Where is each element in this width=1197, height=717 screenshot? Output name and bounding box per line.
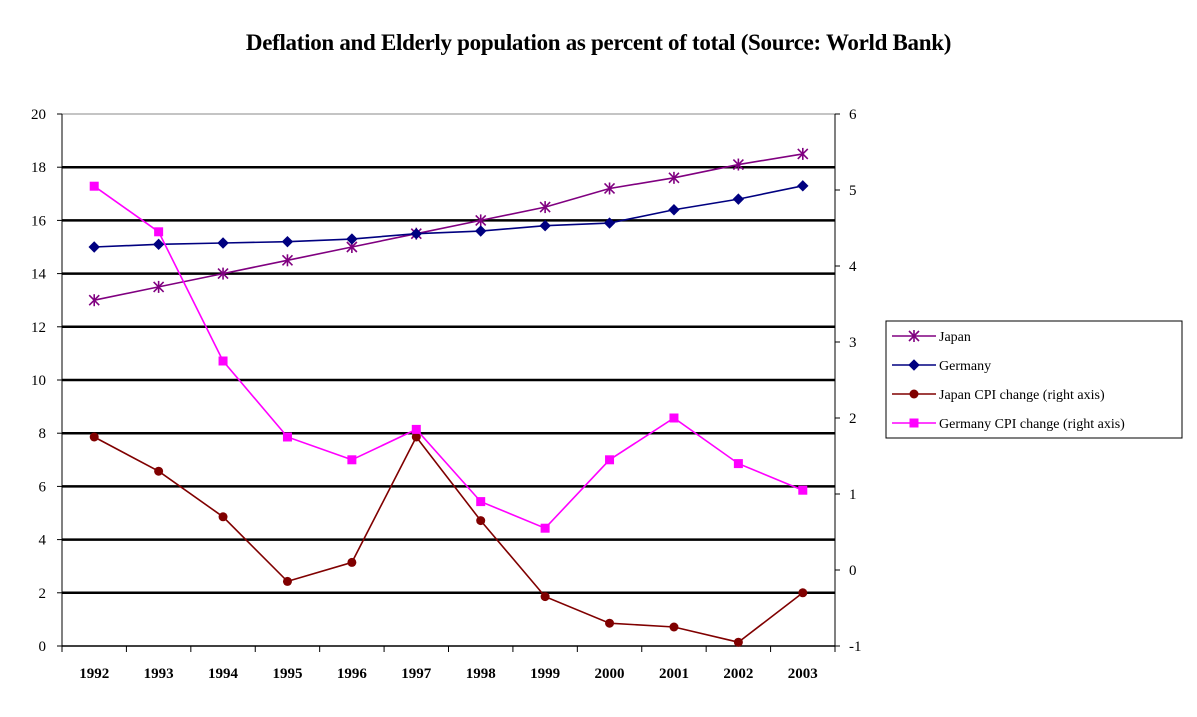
- chart-title: Deflation and Elderly population as perc…: [245, 30, 952, 55]
- y-tick-label-left: 8: [39, 426, 47, 442]
- data-point-1: [732, 193, 745, 205]
- data-point-2: [540, 592, 550, 602]
- data-point-1: [346, 233, 358, 245]
- data-point-2: [476, 516, 486, 526]
- data-point-1: [668, 204, 680, 216]
- data-point-2: [154, 466, 164, 476]
- data-point-1: [539, 220, 551, 232]
- data-point-2: [411, 432, 421, 442]
- data-point-2: [282, 576, 292, 586]
- data-point-0: [217, 267, 229, 280]
- data-point-0: [668, 171, 680, 184]
- data-point-0: [475, 214, 487, 227]
- data-point-3: [605, 455, 615, 465]
- y-tick-label-left: 12: [31, 320, 46, 336]
- data-point-3: [89, 181, 99, 191]
- data-point-3: [476, 497, 486, 507]
- data-point-1: [797, 180, 809, 192]
- data-point-2: [798, 588, 808, 598]
- data-point-0: [732, 158, 744, 171]
- legend-marker: [909, 418, 919, 428]
- x-tick-label: 1994: [208, 666, 239, 682]
- data-point-3: [218, 356, 228, 366]
- y-tick-label-right: -1: [849, 639, 862, 655]
- y-tick-label-left: 18: [31, 160, 46, 176]
- data-point-0: [153, 280, 165, 293]
- series-line-3: [93, 185, 804, 530]
- y-tick-label-left: 20: [31, 107, 46, 123]
- data-point-2: [89, 432, 99, 442]
- data-point-3: [669, 413, 679, 423]
- data-point-3: [411, 424, 421, 434]
- y-tick-label-left: 14: [31, 267, 47, 283]
- data-point-1: [603, 217, 616, 229]
- x-tick-label: 2000: [595, 666, 625, 682]
- legend-label: Japan CPI change (right axis): [939, 388, 1105, 403]
- y-tick-label-left: 6: [39, 479, 47, 495]
- x-tick-label: 1996: [337, 666, 368, 682]
- y-tick-label-right: 4: [849, 259, 857, 275]
- data-point-2: [669, 622, 679, 632]
- legend-label: Germany CPI change (right axis): [939, 417, 1125, 432]
- x-tick-label: 1998: [466, 666, 496, 682]
- x-tick-label: 1992: [79, 666, 109, 682]
- data-point-3: [733, 459, 743, 469]
- data-point-3: [347, 455, 357, 465]
- data-point-1: [217, 237, 229, 249]
- data-point-2: [605, 618, 615, 628]
- data-point-0: [88, 294, 100, 307]
- data-point-1: [410, 227, 422, 240]
- x-tick-label: 2003: [788, 666, 818, 682]
- series-line-0: [94, 153, 803, 301]
- data-point-1: [281, 235, 294, 248]
- y-tick-label-right: 1: [849, 487, 857, 503]
- legend-marker: [908, 359, 920, 371]
- x-tick-label: 1993: [144, 666, 174, 682]
- series-line-1: [94, 185, 803, 248]
- data-point-1: [152, 238, 165, 251]
- data-point-1: [475, 225, 487, 237]
- data-point-0: [539, 201, 551, 214]
- y-tick-label-right: 2: [849, 411, 857, 427]
- series-line-2: [93, 435, 804, 644]
- y-tick-label-right: 0: [849, 563, 857, 579]
- data-point-2: [218, 512, 228, 522]
- data-point-3: [154, 227, 164, 237]
- series-lines: [88, 147, 809, 647]
- data-point-0: [281, 254, 294, 267]
- legend-marker: [909, 389, 919, 399]
- x-tick-label: 1999: [530, 666, 560, 682]
- legend-label: Germany: [939, 359, 991, 374]
- x-tick-label: 2001: [659, 666, 689, 682]
- data-point-3: [798, 485, 808, 495]
- legend-label: Japan: [939, 330, 971, 345]
- y-tick-label-left: 4: [39, 533, 47, 549]
- data-point-0: [603, 182, 616, 195]
- y-tick-label-right: 5: [849, 183, 857, 199]
- legend-marker: [908, 330, 920, 342]
- x-tick-label: 1997: [401, 666, 432, 682]
- y-tick-label-left: 16: [31, 213, 47, 229]
- data-point-3: [282, 432, 292, 442]
- y-tick-label-right: 3: [849, 335, 857, 351]
- y-tick-label-left: 0: [39, 639, 47, 655]
- y-tick-label-right: 6: [849, 107, 857, 123]
- x-tick-label: 1995: [272, 666, 302, 682]
- data-point-3: [540, 523, 550, 533]
- data-point-2: [347, 557, 357, 567]
- data-point-2: [733, 637, 743, 647]
- y-tick-label-left: 2: [39, 586, 47, 602]
- y-tick-label-left: 10: [31, 373, 46, 389]
- data-point-1: [88, 241, 100, 253]
- data-point-0: [797, 147, 809, 160]
- gridlines: [62, 165, 835, 595]
- legend-box: [885, 320, 1183, 439]
- legend: Japan Germany Japan CPI change (right axis…: [885, 320, 1183, 439]
- x-tick-label: 2002: [723, 666, 753, 682]
